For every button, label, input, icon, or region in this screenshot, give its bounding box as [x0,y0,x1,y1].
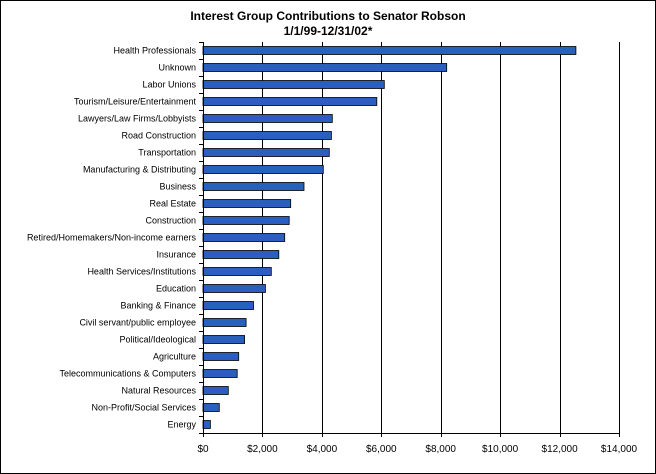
x-tick-label: $14,000 [601,444,638,455]
bar [202,403,220,412]
category-label: Insurance [156,250,196,260]
bar [202,165,324,174]
category-label: Real Estate [149,199,196,209]
category-label: Civil servant/public employee [79,318,196,328]
bar [202,182,305,191]
bar [202,46,577,55]
category-label: Construction [145,216,196,226]
category-label: Health Professionals [113,46,196,56]
x-tick-label: $8,000 [425,444,456,455]
category-label: Telecommunications & Computers [59,369,196,379]
bars [202,46,577,429]
bar [202,335,245,344]
bar [202,97,378,106]
bar [202,216,290,225]
category-label: Road Construction [121,131,196,141]
bar [202,80,385,89]
bar [202,386,229,395]
category-label: Lawyers/Law Firms/Lobbyists [78,114,197,124]
chart-title: Interest Group Contributions to Senator … [190,9,466,23]
category-label: Manufacturing & Distributing [83,165,196,175]
category-label: Banking & Finance [120,301,196,311]
category-label: Non-Profit/Social Services [91,403,196,413]
category-label: Agriculture [153,352,196,362]
x-tick-labels: $0 $2,000 $4,000 $6,000 $8,000 $10,000 $12,000… [197,444,637,455]
category-label: Natural Resources [121,386,196,396]
category-label: Education [156,284,196,294]
x-tick-label: $2,000 [247,444,278,455]
bar [202,352,240,361]
category-label: Tourism/Leisure/Entertainment [74,97,197,107]
bar [202,148,330,157]
category-label: Transportation [138,148,196,158]
x-tick-label: $0 [197,444,209,455]
category-label: Labor Unions [142,80,196,90]
category-label: Health Services/Institutions [87,267,196,277]
bar [202,301,254,310]
category-label: Retired/Homemakers/Non-income earners [27,233,197,243]
category-label: Energy [167,420,196,430]
bar [202,369,238,378]
category-label: Political/Ideological [119,335,196,345]
x-tick-label: $10,000 [482,444,519,455]
axes [199,42,620,437]
bar [202,114,333,123]
category-labels: Health Professionals Unknown Labor Unions T… [27,46,197,430]
bar [202,267,272,276]
bar [202,63,448,72]
x-tick-label: $6,000 [366,444,397,455]
category-label: Unknown [158,63,196,73]
bar [202,233,286,242]
x-tick-label: $12,000 [542,444,579,455]
bar [202,131,332,140]
bar [202,420,211,429]
category-label: Business [159,182,196,192]
bar [202,199,292,208]
bar [202,250,280,259]
x-tick-label: $4,000 [307,444,338,455]
chart-subtitle: 1/1/99-12/31/02* [283,24,373,38]
bar [202,284,266,293]
bar [202,318,247,327]
